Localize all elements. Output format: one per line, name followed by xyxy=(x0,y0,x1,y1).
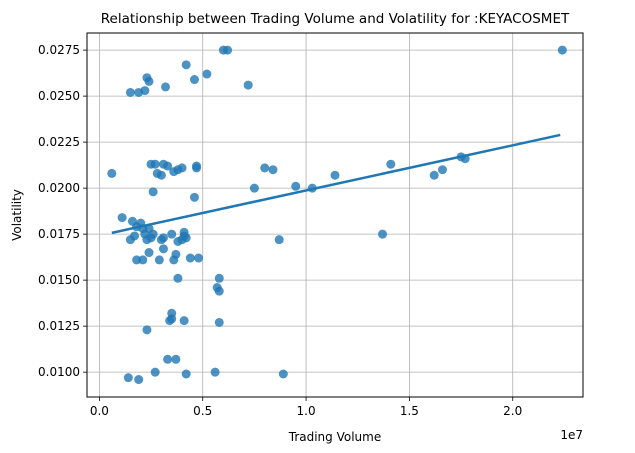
regression-line-group xyxy=(111,133,561,235)
data-points xyxy=(107,45,567,385)
x-tick-label: 2.0 xyxy=(503,404,522,418)
data-point xyxy=(163,161,173,171)
y-tick-label: 0.0250 xyxy=(38,89,80,103)
data-point xyxy=(291,181,301,191)
x-tick-label: 0.0 xyxy=(90,404,109,418)
chart-title: Relationship between Trading Volume and … xyxy=(101,11,570,27)
data-point xyxy=(171,249,181,259)
data-point xyxy=(189,75,199,85)
data-point xyxy=(223,45,233,55)
regression-line xyxy=(111,133,561,235)
y-tick-label: 0.0175 xyxy=(38,227,80,241)
data-point xyxy=(202,69,212,79)
y-tick-label: 0.0100 xyxy=(38,365,80,379)
data-point xyxy=(192,161,202,171)
data-point xyxy=(158,233,168,243)
data-point xyxy=(138,255,148,265)
data-point xyxy=(268,165,278,175)
data-point xyxy=(134,375,144,385)
data-point xyxy=(177,163,187,173)
data-point xyxy=(152,168,162,178)
data-point xyxy=(161,82,171,92)
data-point xyxy=(107,168,117,178)
data-point xyxy=(142,325,152,335)
x-tick-label: 1.0 xyxy=(297,404,316,418)
data-point xyxy=(144,76,154,86)
data-point xyxy=(181,369,191,379)
y-tick-label: 0.0150 xyxy=(38,273,80,287)
y-tick-label: 0.0275 xyxy=(38,43,80,57)
data-point xyxy=(154,255,164,265)
data-point xyxy=(330,170,340,180)
data-point xyxy=(249,183,259,193)
data-point xyxy=(194,253,204,263)
data-point xyxy=(144,248,154,258)
x-tick-label: 1.5 xyxy=(400,404,419,418)
data-point xyxy=(123,373,133,383)
y-tick-label: 0.0225 xyxy=(38,135,80,149)
data-point xyxy=(378,229,388,239)
data-point xyxy=(274,235,284,245)
data-point xyxy=(163,354,173,364)
data-point xyxy=(189,192,199,202)
data-point xyxy=(167,229,177,239)
x-tick-label: 0.5 xyxy=(193,404,212,418)
x-axis-ticks: 0.0 0.5 1.0 1.5 2.0 xyxy=(90,397,522,418)
data-point xyxy=(179,227,189,237)
data-point xyxy=(214,317,224,327)
data-point xyxy=(181,60,191,70)
data-point xyxy=(214,273,224,283)
y-tick-label: 0.0125 xyxy=(38,319,80,333)
data-point xyxy=(179,316,189,326)
data-point xyxy=(185,253,195,263)
data-point xyxy=(167,314,177,324)
data-point xyxy=(148,229,158,239)
data-point xyxy=(132,255,142,265)
plot-frame xyxy=(86,32,584,398)
data-point xyxy=(173,273,183,283)
data-point xyxy=(243,80,253,90)
y-axis-label: Volatility xyxy=(10,189,24,241)
y-axis-ticks: 0.0100 0.0125 0.0150 0.0175 0.0200 0.0225 0.02… xyxy=(38,43,87,379)
data-point xyxy=(557,45,567,55)
data-point xyxy=(150,159,160,169)
data-point xyxy=(278,369,288,379)
x-axis-offset-label: 1e7 xyxy=(560,428,583,442)
data-point xyxy=(125,87,135,97)
data-point xyxy=(210,367,220,377)
data-point xyxy=(429,170,439,180)
data-point xyxy=(437,165,447,175)
data-point xyxy=(158,244,168,254)
y-tick-label: 0.0200 xyxy=(38,181,80,195)
data-point xyxy=(171,354,181,364)
data-point xyxy=(214,286,224,296)
data-point xyxy=(148,187,158,197)
data-point xyxy=(130,231,140,241)
data-point xyxy=(117,213,127,223)
data-point xyxy=(140,86,150,96)
grid-lines xyxy=(87,33,583,397)
data-point xyxy=(260,163,270,173)
data-point xyxy=(150,367,160,377)
data-point xyxy=(386,159,396,169)
x-axis-label: Trading Volume xyxy=(288,430,381,444)
